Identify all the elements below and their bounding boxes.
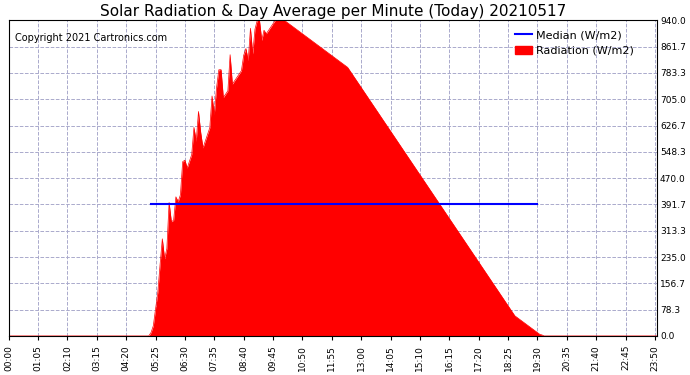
Title: Solar Radiation & Day Average per Minute (Today) 20210517: Solar Radiation & Day Average per Minute…: [100, 4, 566, 19]
Legend: Median (W/m2), Radiation (W/m2): Median (W/m2), Radiation (W/m2): [511, 26, 639, 60]
Text: Copyright 2021 Cartronics.com: Copyright 2021 Cartronics.com: [15, 33, 167, 43]
